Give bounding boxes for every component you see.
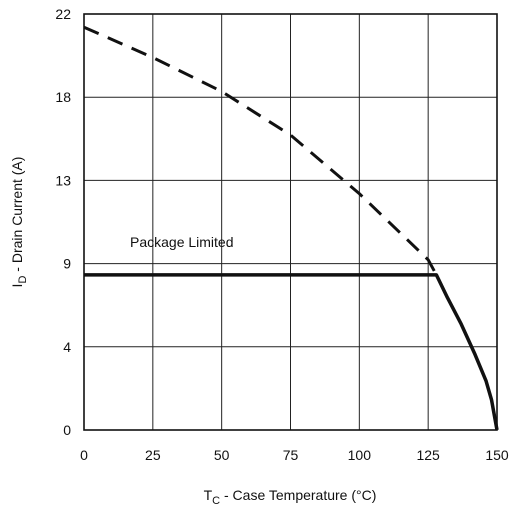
x-axis-title-rest: - Case Temperature (°C) — [220, 487, 376, 503]
x-tick-label: 125 — [416, 447, 440, 463]
y-tick-label: 0 — [63, 422, 71, 438]
x-tick-label: 50 — [214, 447, 230, 463]
x-tick-label: 100 — [348, 447, 372, 463]
y-axis-title-rest: - Drain Current (A) — [9, 157, 25, 276]
x-axis-title-main: T — [204, 487, 213, 503]
y-tick-label: 18 — [55, 89, 71, 105]
y-tick-label: 13 — [55, 172, 71, 188]
y-tick-label: 9 — [63, 256, 71, 272]
y-axis-title: ID - Drain Current (A) — [9, 157, 29, 288]
series-group — [83, 25, 499, 431]
y-axis-title-subscript: D — [17, 276, 29, 284]
y-tick-label: 4 — [63, 339, 71, 355]
y-axis-title-main: I — [9, 284, 25, 288]
x-tick-label: 0 — [80, 447, 88, 463]
solid-curve-series — [84, 273, 499, 431]
dashed-curve-series — [83, 25, 438, 276]
plot-frame — [83, 13, 498, 431]
x-tick-label: 25 — [145, 447, 161, 463]
x-axis-title-subscript: C — [212, 495, 220, 507]
grid — [83, 13, 498, 431]
x-tick-label: 150 — [485, 447, 509, 463]
y-tick-label: 22 — [55, 6, 71, 22]
x-tick-label: 75 — [283, 447, 299, 463]
x-axis-title: TC - Case Temperature (°C) — [204, 487, 377, 507]
package-limited-annotation: Package Limited — [130, 234, 234, 250]
tick-labels: 0 25 50 75 100 125 150 0 4 9 13 18 22 — [55, 6, 508, 463]
